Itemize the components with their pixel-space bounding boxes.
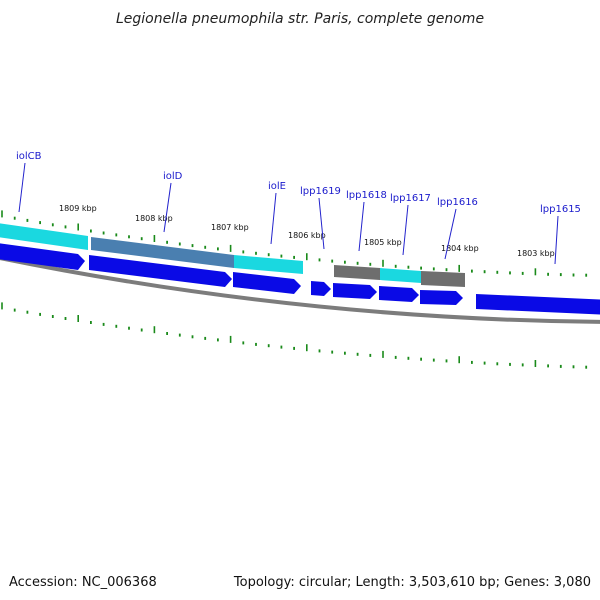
gene-link-iolcb [18, 162, 26, 213]
kbp-label: 1803 kbp [517, 249, 555, 258]
gene-label-lpp1615[interactable]: lpp1615 [540, 204, 581, 215]
feature-iolcb-band[interactable] [0, 222, 88, 250]
cds-arrow-iold[interactable] [89, 255, 232, 287]
cds-arrow-row [0, 242, 600, 315]
gene-link-iole [270, 192, 277, 245]
kbp-label: 1807 kbp [211, 223, 249, 232]
inner-tick-row [1, 210, 588, 277]
gene-link-lpp1616 [444, 208, 457, 260]
feature-lpp1617-band[interactable] [380, 268, 421, 283]
cds-arrow-lpp1617[interactable] [379, 286, 419, 302]
feature-iole-band[interactable] [234, 255, 303, 274]
gene-link-lpp1615 [554, 215, 559, 265]
gene-label-lpp1619[interactable]: lpp1619 [300, 186, 341, 197]
gene-label-lpp1617[interactable]: lpp1617 [390, 193, 431, 204]
cds-arrow-iolcb[interactable] [0, 242, 85, 270]
cds-arrow-iole[interactable] [233, 272, 301, 294]
gene-link-lpp1619 [318, 197, 325, 250]
kbp-label: 1806 kbp [288, 231, 326, 240]
gene-label-lpp1618[interactable]: lpp1618 [346, 190, 387, 201]
genome-title: Legionella pneumophila str. Paris, compl… [116, 11, 484, 27]
kbp-label: 1808 kbp [135, 214, 173, 223]
cds-arrow-lpp1619[interactable] [311, 281, 331, 296]
gene-link-iold [163, 182, 172, 233]
gene-link-lpp1617 [402, 204, 409, 256]
gene-labels: iolCB iolD iolE lpp1619 lpp1618 lpp1617 … [16, 151, 581, 215]
feature-lpp1618-band[interactable] [334, 265, 380, 280]
gene-label-iold[interactable]: iolD [163, 171, 183, 182]
outer-tick-row [1, 302, 588, 369]
gene-link-lpp1618 [358, 201, 365, 252]
feature-lpp1616-band[interactable] [421, 271, 465, 287]
feature-band-row [0, 222, 465, 287]
accession-label: Accession: NC_006368 [9, 575, 157, 590]
cds-arrow-lpp1618[interactable] [333, 283, 377, 299]
cds-arrow-lpp1616[interactable] [420, 290, 463, 305]
genome-backbone [0, 255, 600, 324]
cds-arrow-lpp1615[interactable] [476, 294, 600, 315]
gene-label-iole[interactable]: iolE [268, 181, 286, 192]
kbp-label: 1804 kbp [441, 244, 479, 253]
gene-label-iolcb[interactable]: iolCB [16, 151, 42, 162]
gene-label-links [18, 162, 559, 265]
kbp-label: 1805 kbp [364, 238, 402, 247]
gene-label-lpp1616[interactable]: lpp1616 [437, 197, 478, 208]
kbp-label: 1809 kbp [59, 204, 97, 213]
kbp-labels: 1809 kbp 1808 kbp 1807 kbp 1806 kbp 1805… [59, 204, 555, 258]
genome-summary: Topology: circular; Length: 3,503,610 bp… [233, 575, 591, 590]
feature-iold-band[interactable] [91, 237, 234, 268]
